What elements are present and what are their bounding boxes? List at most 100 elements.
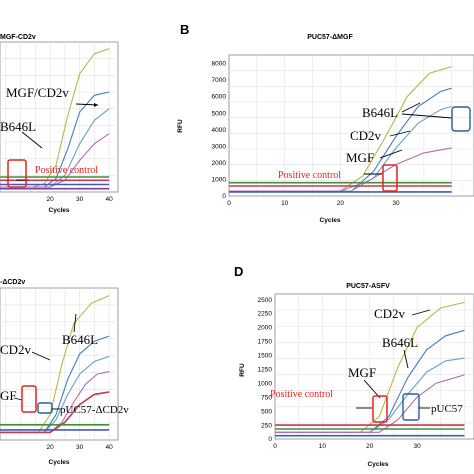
sample-box	[451, 106, 471, 132]
annotation-arrow	[389, 130, 411, 137]
y-tick-label: 250	[261, 422, 272, 429]
annotation-cd2v: CD2v	[350, 128, 382, 143]
panel-mgf-cd2v: MGF-CD2v 20 30 40 Cycles MGF/CD2v B646L Po…	[0, 34, 119, 214]
tick-labels: 0 10 20 30 0 1000 2000 3000 4000 5000 6000 7000 8000	[212, 60, 401, 207]
annotation-cd2v: CD2v	[374, 306, 406, 321]
series-group	[0, 295, 110, 434]
x-tick-label: 30	[414, 443, 422, 450]
annotation-arrow	[13, 397, 23, 401]
x-tick-label: 20	[337, 200, 345, 207]
y-axis-label: RFU	[177, 119, 184, 133]
x-axis-label: Cycles	[49, 459, 70, 466]
annotation-cd2v: CD2v	[0, 342, 32, 357]
y-tick-label: 0	[268, 436, 272, 443]
annotation-arrow	[401, 102, 421, 113]
annotation-b646l: B646L	[382, 335, 418, 350]
y-tick-label: 3000	[212, 143, 227, 150]
grid	[275, 294, 474, 439]
sample-box	[402, 393, 420, 421]
arrowhead	[94, 103, 98, 107]
x-tick-label: 20	[366, 443, 374, 450]
annotation-mgf: MGF	[346, 150, 374, 165]
y-tick-label: 4000	[212, 127, 227, 134]
annotation-positive-control: Positive control	[270, 389, 333, 400]
y-tick-label: 750	[261, 394, 272, 401]
panel-title: MGF-CD2v	[0, 34, 36, 41]
y-tick-label: 1000	[212, 177, 227, 184]
y-tick-label: 2250	[258, 311, 273, 318]
x-tick-label: 0	[227, 200, 231, 207]
y-tick-label: 1250	[258, 366, 273, 373]
x-tick-label: 0	[273, 443, 277, 450]
y-tick-label: 2000	[258, 325, 273, 332]
y-tick-label: 1750	[258, 339, 273, 346]
x-tick-label: 30	[392, 200, 400, 207]
annotation-arrow	[411, 309, 431, 316]
positive-control-box	[372, 395, 388, 423]
series-line-4	[229, 147, 452, 192]
panel-title: PUC57-ASFV	[346, 283, 390, 290]
y-tick-label: 1500	[258, 353, 273, 360]
y-tick-label: 7000	[212, 77, 227, 84]
sample-box	[37, 402, 53, 414]
y-tick-label: 1000	[258, 380, 273, 387]
x-axis-label: Cycles	[368, 461, 389, 468]
x-tick-label: 10	[319, 443, 327, 450]
y-tick-label: 2500	[258, 297, 273, 304]
annotation-arrow	[379, 149, 403, 159]
series-line-4	[0, 133, 110, 188]
series-group	[0, 48, 110, 190]
annotation-arrow	[401, 113, 453, 119]
plot-frame	[228, 54, 474, 197]
y-tick-label: 6000	[212, 94, 227, 101]
annotation-puc57-dcd2v: pUC57-ΔCD2v	[60, 404, 129, 416]
y-tick-label: 0	[222, 193, 226, 200]
annotation-puc57: pUC57	[431, 403, 463, 415]
tick-labels: 0 10 20 30 0 250 500 750 1000 1250 1500 1750 2000 225…	[258, 297, 422, 450]
annotation-b646l: B646L	[0, 119, 36, 134]
plot-frame	[0, 287, 119, 441]
x-tick-label: 40	[106, 196, 114, 203]
x-axis-label: Cycles	[49, 207, 70, 214]
series-group	[275, 301, 465, 437]
series-line-5	[0, 391, 110, 434]
annotation-mgf: MGF	[348, 365, 376, 380]
grid	[0, 42, 118, 192]
annotation-arrow	[363, 379, 381, 399]
annotation-arrow	[31, 351, 51, 361]
annotation-positive-control: Positive control	[278, 170, 341, 181]
annotation-arrow	[21, 131, 43, 149]
y-tick-label: 8000	[212, 60, 227, 67]
x-tick-label: 20	[47, 444, 55, 451]
positive-control-box	[21, 385, 37, 413]
series-line-3	[229, 105, 452, 192]
annotation-mgf-cd2v: MGF/CD2v	[6, 85, 69, 100]
x-tick-label: 40	[106, 444, 114, 451]
panel-letter: D	[234, 264, 243, 279]
panel-letter: B	[180, 22, 189, 37]
x-tick-label: 10	[281, 200, 289, 207]
annotation-positive-control: Positive control	[35, 165, 98, 176]
x-tick-label: 30	[76, 196, 84, 203]
tick-labels: 20 30 40	[47, 444, 114, 451]
annotation-mgf: GF	[0, 388, 17, 403]
panel-puc57-dmgf: B PUC57-ΔMGF 0 10 20 30 0 1000 2000 3000 4000 500…	[177, 22, 474, 224]
panel-title: -ΔCD2v	[0, 279, 25, 286]
positive-control-box	[7, 159, 27, 188]
series-line-4	[275, 374, 465, 433]
panel-puc57-asfv: D PUC57-ASFV 0 10 20 30 0 250 500 750 1000 1250 15…	[234, 264, 474, 468]
tick-labels: 20 30 40	[47, 196, 114, 203]
x-tick-label: 20	[47, 196, 55, 203]
positive-control-box	[382, 164, 398, 192]
y-tick-label: 500	[261, 408, 272, 415]
y-tick-label: 2000	[212, 160, 227, 167]
panel-title: PUC57-ΔMGF	[307, 34, 353, 41]
annotation-arrow	[73, 313, 77, 333]
y-tick-label: 5000	[212, 110, 227, 117]
series-group	[229, 66, 452, 193]
panel-puc57-dcd2v: -ΔCD2v 20 30 40 Cycles B646L CD2v GF pUC57…	[0, 279, 129, 466]
x-tick-label: 30	[76, 444, 84, 451]
annotation-arrow	[403, 349, 409, 369]
annotation-b646l: B646L	[362, 105, 398, 120]
